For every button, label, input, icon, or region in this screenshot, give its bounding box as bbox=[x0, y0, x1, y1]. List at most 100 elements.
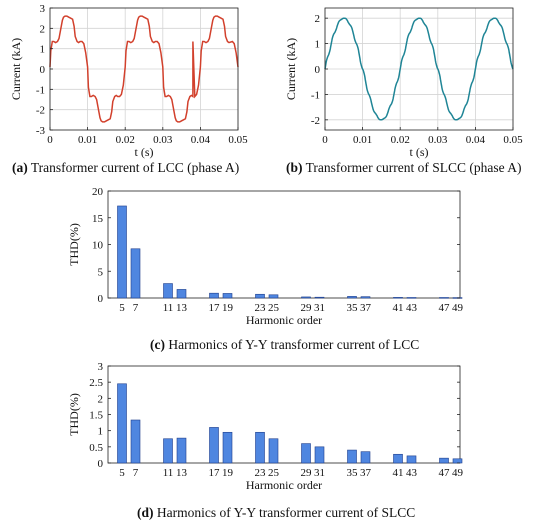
x-tick-label: 0.02 bbox=[116, 134, 135, 146]
chart-b: 0 0.01 0.02 0.03 0.04 0.05 -2 -1 0 1 2 t (s) Current… bbox=[284, 7, 523, 159]
y-tick-label: 1 bbox=[315, 39, 321, 51]
bar-h37 bbox=[360, 451, 371, 464]
bar-h25 bbox=[268, 438, 279, 464]
x-tick-label: 29 bbox=[301, 467, 313, 479]
x-tick-label: 49 bbox=[452, 302, 464, 314]
bar-h13 bbox=[176, 289, 187, 299]
x-tick-label: 11 bbox=[163, 302, 174, 314]
y-tick-label: 2 bbox=[40, 23, 46, 35]
x-tick-label: 25 bbox=[268, 467, 280, 479]
chart-c: 5711131719232529313537414347495355051015… bbox=[67, 186, 464, 327]
x-tick-label: 17 bbox=[209, 467, 221, 479]
bar-h5 bbox=[117, 205, 127, 299]
x-tick-label: 0.03 bbox=[153, 134, 173, 146]
y-tick-label: -2 bbox=[311, 115, 320, 127]
y-tick-label: 0.5 bbox=[89, 442, 103, 454]
bar-h7 bbox=[130, 248, 141, 299]
x-tick-label: 31 bbox=[314, 302, 325, 314]
chart-a: 0 0.01 0.02 0.03 0.04 0.05 -3 -2 -1 0 1 2 3 t (s) Curr… bbox=[9, 3, 248, 159]
bar-h23 bbox=[255, 431, 265, 464]
x-tick-label: 47 bbox=[439, 302, 451, 314]
y-tick-label: 2.5 bbox=[89, 377, 103, 389]
x-tick-label: 35 bbox=[347, 302, 359, 314]
y-tick-label: 10 bbox=[92, 240, 104, 252]
x-tick-label: 41 bbox=[393, 302, 404, 314]
x-tick-label: 41 bbox=[393, 467, 404, 479]
x-tick-label: 17 bbox=[209, 302, 221, 314]
x-tick-label: 0.05 bbox=[228, 134, 248, 146]
y-tick-label: 1 bbox=[98, 426, 104, 438]
bar-h7 bbox=[130, 419, 141, 464]
bar-h47 bbox=[439, 297, 449, 299]
bar-h11 bbox=[163, 283, 173, 299]
x-tick-label: 0.02 bbox=[391, 134, 410, 146]
bar-h19 bbox=[222, 431, 233, 464]
caption-d-tag: (d) bbox=[137, 505, 154, 520]
x-tick-label: 0.04 bbox=[466, 134, 486, 146]
bar-h35 bbox=[347, 449, 357, 464]
bar-h23 bbox=[255, 293, 265, 299]
plot-frame bbox=[107, 190, 461, 299]
caption-b: (b) Transformer current of SLCC (phase A… bbox=[286, 160, 521, 176]
y-tick-label: 15 bbox=[92, 213, 104, 225]
y-tick-label: 0 bbox=[40, 64, 46, 76]
y-tick-label: 2 bbox=[315, 13, 321, 25]
y-tick-label: 0 bbox=[98, 458, 104, 470]
bar-h41 bbox=[393, 297, 403, 299]
series-line bbox=[324, 17, 514, 121]
y-tick-label: 3 bbox=[98, 361, 104, 373]
x-tick-label: 0.05 bbox=[503, 134, 523, 146]
x-axis-label: t (s) bbox=[410, 145, 429, 159]
x-axis-label: Harmonic order bbox=[246, 478, 322, 492]
bar-h29 bbox=[301, 443, 311, 464]
bar-h43 bbox=[406, 455, 417, 464]
plot-frame bbox=[107, 365, 461, 464]
bar-h49 bbox=[452, 458, 463, 464]
caption-b-tag: (b) bbox=[286, 160, 303, 175]
bar-h5 bbox=[117, 383, 127, 464]
x-tick-label: 11 bbox=[163, 467, 174, 479]
bar-h11 bbox=[163, 438, 173, 464]
x-tick-label: 5 bbox=[119, 467, 125, 479]
caption-a: (a) Transformer current of LCC (phase A) bbox=[12, 160, 239, 176]
caption-a-text: Transformer current of LCC (phase A) bbox=[30, 160, 240, 175]
x-axis-label: Harmonic order bbox=[246, 313, 322, 327]
x-tick-label: 0 bbox=[322, 134, 328, 146]
y-tick-label: -2 bbox=[36, 105, 45, 117]
bar-h25 bbox=[268, 294, 279, 299]
x-tick-label: 25 bbox=[268, 302, 280, 314]
y-tick-label: 1 bbox=[40, 44, 46, 56]
x-tick-label: 13 bbox=[176, 467, 188, 479]
x-tick-label: 37 bbox=[360, 467, 372, 479]
x-tick-label: 19 bbox=[222, 467, 234, 479]
x-tick-label: 19 bbox=[222, 302, 234, 314]
x-tick-label: 47 bbox=[439, 467, 451, 479]
x-tick-label: 49 bbox=[452, 467, 464, 479]
x-tick-label: 23 bbox=[255, 302, 267, 314]
y-tick-label: 0 bbox=[315, 64, 321, 76]
x-tick-label: 0.01 bbox=[78, 134, 97, 146]
y-tick-label: -1 bbox=[311, 89, 320, 101]
x-tick-label: 31 bbox=[314, 467, 325, 479]
y-tick-label: -3 bbox=[36, 125, 46, 137]
x-tick-label: 13 bbox=[176, 302, 188, 314]
caption-b-text: Transformer current of SLCC (phase A) bbox=[305, 160, 522, 175]
y-tick-label: -1 bbox=[36, 84, 45, 96]
x-tick-label: 7 bbox=[133, 467, 139, 479]
bar-h17 bbox=[209, 427, 219, 464]
y-tick-label: 1.5 bbox=[89, 410, 103, 422]
x-tick-label: 37 bbox=[360, 302, 372, 314]
y-axis-label: Current (kA) bbox=[9, 38, 23, 100]
bar-h31 bbox=[314, 446, 325, 464]
caption-c-tag: (c) bbox=[150, 337, 165, 352]
bar-h47 bbox=[439, 457, 449, 464]
bar-h37 bbox=[360, 296, 371, 299]
bar-h31 bbox=[314, 296, 325, 299]
y-axis-label: Current (kA) bbox=[284, 38, 298, 100]
caption-c-text: Harmonics of Y-Y transformer current of … bbox=[168, 337, 420, 352]
y-tick-label: 5 bbox=[98, 266, 104, 278]
x-tick-label: 5 bbox=[119, 302, 125, 314]
bar-h17 bbox=[209, 292, 219, 299]
x-axis-label: t (s) bbox=[135, 145, 154, 159]
caption-a-tag: (a) bbox=[12, 160, 28, 175]
